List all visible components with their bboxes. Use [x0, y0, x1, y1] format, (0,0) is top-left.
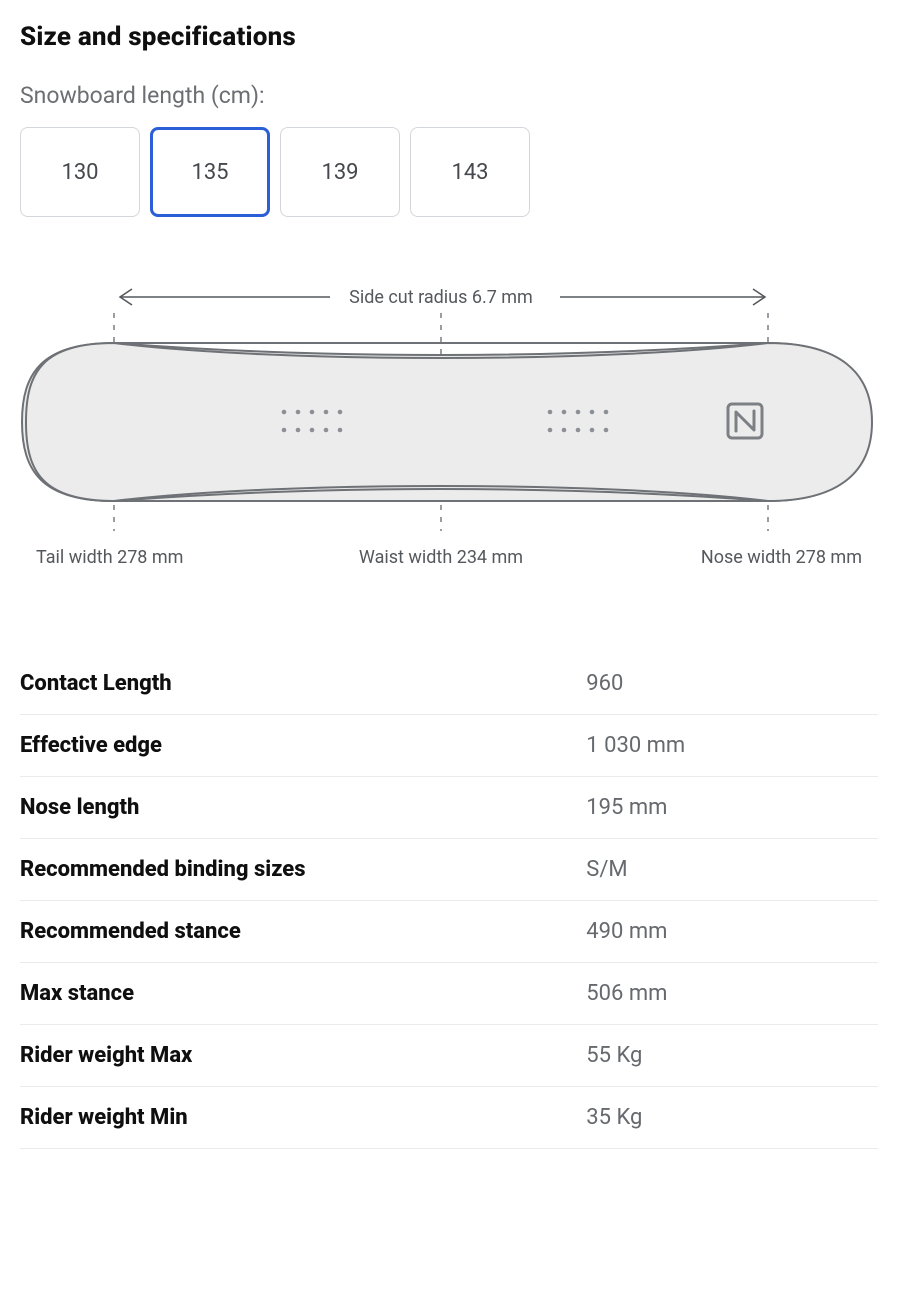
spec-value: 490 mm	[586, 919, 878, 944]
spec-label: Rider weight Min	[20, 1105, 586, 1130]
spec-label: Recommended binding sizes	[20, 857, 586, 882]
size-option-139[interactable]: 139	[280, 127, 400, 217]
board-svg: Side cut radius 6.7 mm Tail width 278 mm…	[20, 273, 878, 583]
spec-value: 960	[586, 671, 878, 696]
length-selector-label: Snowboard length (cm):	[20, 82, 878, 109]
spec-row: Rider weight Max55 Kg	[20, 1025, 878, 1087]
spec-row: Recommended binding sizesS/M	[20, 839, 878, 901]
spec-row: Recommended stance490 mm	[20, 901, 878, 963]
board-diagram: Side cut radius 6.7 mm Tail width 278 mm…	[20, 273, 878, 583]
spec-label: Effective edge	[20, 733, 586, 758]
size-option-143[interactable]: 143	[410, 127, 530, 217]
size-button-group: 130135139143	[20, 127, 878, 217]
spec-value: 1 030 mm	[586, 733, 878, 758]
tail-width-label: Tail width 278 mm	[36, 547, 183, 568]
spec-row: Contact Length960	[20, 653, 878, 715]
spec-row: Effective edge1 030 mm	[20, 715, 878, 777]
spec-label: Max stance	[20, 981, 586, 1006]
spec-row: Max stance506 mm	[20, 963, 878, 1025]
sidecut-label: Side cut radius 6.7 mm	[349, 287, 533, 308]
spec-label: Recommended stance	[20, 919, 586, 944]
spec-value: S/M	[586, 857, 878, 882]
size-option-130[interactable]: 130	[20, 127, 140, 217]
spec-table: Contact Length960Effective edge1 030 mmN…	[20, 653, 878, 1149]
waist-width-label: Waist width 234 mm	[359, 547, 523, 568]
spec-row: Rider weight Min35 Kg	[20, 1087, 878, 1149]
spec-value: 55 Kg	[586, 1043, 878, 1068]
nose-width-label: Nose width 278 mm	[701, 547, 862, 568]
spec-label: Contact Length	[20, 671, 586, 696]
spec-value: 195 mm	[586, 795, 878, 820]
size-option-135[interactable]: 135	[150, 127, 270, 217]
spec-label: Rider weight Max	[20, 1043, 586, 1068]
sidecut-annotation: Side cut radius 6.7 mm	[120, 287, 765, 308]
spec-value: 506 mm	[586, 981, 878, 1006]
section-title: Size and specifications	[20, 22, 878, 52]
spec-value: 35 Kg	[586, 1105, 878, 1130]
spec-row: Nose length195 mm	[20, 777, 878, 839]
spec-label: Nose length	[20, 795, 586, 820]
